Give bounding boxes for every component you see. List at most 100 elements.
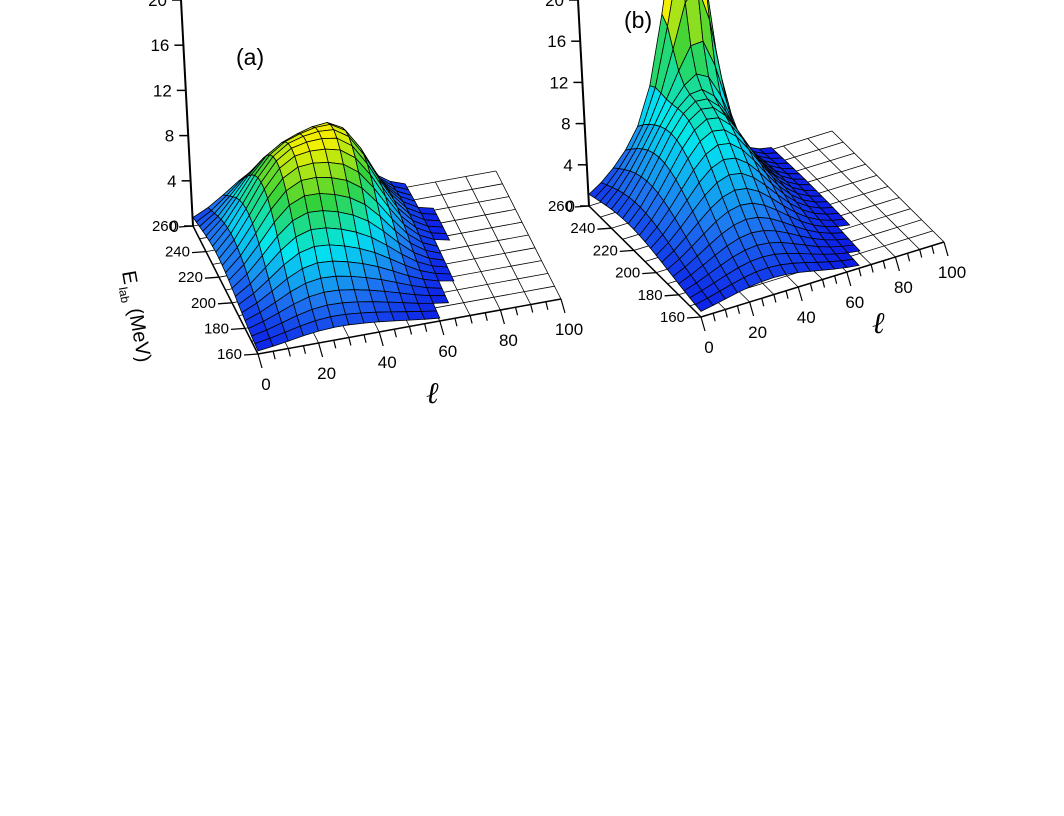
panel-b-z-tick-label: 12 xyxy=(549,73,568,92)
panel-a-y-tick xyxy=(230,327,246,331)
panel-b-y-tick-label: 200 xyxy=(615,265,640,282)
panel-b-x-tick xyxy=(712,313,716,322)
panel-a-surface-facet xyxy=(431,265,452,275)
panel-b-x-tick xyxy=(809,283,813,292)
panel-a-x-tick xyxy=(363,334,367,343)
panel-a-x-tick xyxy=(514,307,519,316)
panel-a-y-axis-line xyxy=(192,225,259,355)
panel-b-y-tick xyxy=(619,249,634,253)
panel-b-y-tick-label: 220 xyxy=(593,242,618,259)
panel-a-z-tick-label: 0 xyxy=(170,217,179,236)
panel-b-x-tick xyxy=(797,286,803,302)
panel-b-x-tick xyxy=(882,260,886,269)
panel-b-surface-facet xyxy=(840,258,860,268)
panel-b-x-tick xyxy=(749,301,755,317)
panel-a-y-tick-label: 200 xyxy=(191,295,216,312)
panel-a-x-tick xyxy=(560,298,566,314)
panel-a-label: (a) xyxy=(236,44,264,70)
panel-b-surface-facet xyxy=(831,218,851,227)
panel-a-surface-facet xyxy=(430,232,451,241)
panel-b-x-tick xyxy=(931,245,935,254)
panel-a-surface-facet xyxy=(420,310,441,320)
panel-a-x-tick xyxy=(378,331,384,347)
panel-a-x-tick xyxy=(484,312,488,321)
panel-b-x-tick xyxy=(919,249,923,258)
panel-a-y-axis-title-unit: (MeV) xyxy=(124,306,155,363)
panel-b-x-axis: 0 20 40 60 80 100 xyxy=(700,241,966,357)
panel-a-x-tick xyxy=(257,353,263,369)
panel-b-z-axis-line xyxy=(577,0,590,207)
panel-b-x-tick-label: 0 xyxy=(704,338,713,357)
panel-b-grid-line-l xyxy=(783,145,896,258)
panel-b: 0 4 8 12 16 20 160 180 200 220 240 260 0 20 40 60 80 10… xyxy=(545,0,966,357)
panel-a-x-tick-label: 60 xyxy=(438,342,457,361)
panel-a-x-tick xyxy=(439,320,445,336)
panel-b-x-tick xyxy=(943,241,949,257)
panel-b-x-tick xyxy=(858,268,862,277)
panel-b-x-tick-label: 100 xyxy=(938,263,966,282)
panel-a-y-tick xyxy=(178,225,194,228)
panel-b-x-tick xyxy=(785,290,789,299)
panel-a-x-tick xyxy=(499,309,505,325)
panel-b-x-tick-label: 20 xyxy=(748,323,767,342)
panel-a-z-tick-label: 16 xyxy=(150,36,169,55)
panel-b-x-tick xyxy=(773,294,777,303)
panel-a-x-tick xyxy=(469,315,473,324)
panel-b-z-axis: 0 4 8 12 16 20 xyxy=(545,0,590,216)
panel-a-x-tick xyxy=(287,348,291,357)
panel-a-z-tick-label: 4 xyxy=(167,172,176,191)
panel-a-z-tick-label: 12 xyxy=(153,81,172,100)
panel-b-x-tick xyxy=(821,279,826,288)
panel-b-surface-facet xyxy=(841,244,861,254)
panel-b-x-tick xyxy=(761,298,765,307)
panel-a-x-tick xyxy=(424,323,428,332)
panel-b-z-tick-label: 0 xyxy=(566,197,575,216)
panel-a-surface-facet xyxy=(417,302,438,312)
panel-a-x-axis-title: ℓ xyxy=(426,376,439,411)
panel-a-z-tick-label: 20 xyxy=(148,0,167,10)
panel-b-y-tick xyxy=(642,271,657,275)
panel-a-y-tick-label: 180 xyxy=(204,320,229,337)
panel-a-z-axis: 0 4 8 12 16 20 xyxy=(148,0,194,236)
panel-a-x-tick xyxy=(318,342,324,358)
panel-a-y-axis-title-sub: lab xyxy=(116,286,133,305)
panel-b-x-tick xyxy=(736,305,741,314)
panel-a-y-tick xyxy=(191,250,207,254)
panel-a-y-tick xyxy=(243,353,259,356)
panel-a-x-tick xyxy=(348,337,352,346)
panel-a-x-axis: 0 20 40 60 80 100 xyxy=(257,298,583,394)
panel-a-x-tick xyxy=(333,340,337,349)
panel-b-x-tick xyxy=(724,309,728,318)
panel-b-z-tick-label: 8 xyxy=(561,115,570,134)
panel-b-y-tick-label: 260 xyxy=(548,198,573,215)
panel-a-surface xyxy=(192,122,455,352)
panel-b-y-tick xyxy=(574,205,590,208)
panel-a-y-axis-title-main: E xyxy=(117,269,141,286)
panel-b-grid-line-l xyxy=(807,138,920,250)
panel-b-grid-line-l xyxy=(831,130,945,243)
panel-b-x-tick xyxy=(700,316,706,332)
panel-b-x-tick-label: 60 xyxy=(845,293,864,312)
panel-a-x-tick-label: 40 xyxy=(378,353,397,372)
panel-a-y-axis: 160 180 200 220 240 260 xyxy=(152,218,259,363)
panel-a-y-tick xyxy=(217,302,233,305)
panel-a-y-tick-label: 260 xyxy=(152,218,177,235)
panel-a-x-tick xyxy=(454,318,458,327)
panel-b-y-axis: 160 180 200 220 240 260 xyxy=(548,198,702,326)
panel-a-surface-facet xyxy=(434,273,455,282)
panel-a-x-tick xyxy=(302,345,307,354)
panel-b-z-tick-label: 4 xyxy=(563,156,572,175)
panel-b-x-axis-title: ℓ xyxy=(872,306,885,341)
panel-a-y-axis-title: E lab (MeV) xyxy=(116,269,155,364)
panel-a-y-tick-label: 240 xyxy=(165,244,190,261)
panel-a-x-tick-label: 100 xyxy=(555,320,583,339)
panel-b-z-tick-label: 16 xyxy=(547,32,566,51)
panel-a-y-tick-label: 160 xyxy=(217,346,242,363)
panel-a-x-tick-label: 20 xyxy=(317,364,336,383)
panel-a-y-tick xyxy=(204,276,220,279)
panel-b-surface xyxy=(588,0,861,312)
panel-a-x-tick xyxy=(545,301,549,310)
panel-b-x-tick xyxy=(834,275,838,284)
panel-b-y-tick-label: 180 xyxy=(638,287,663,304)
